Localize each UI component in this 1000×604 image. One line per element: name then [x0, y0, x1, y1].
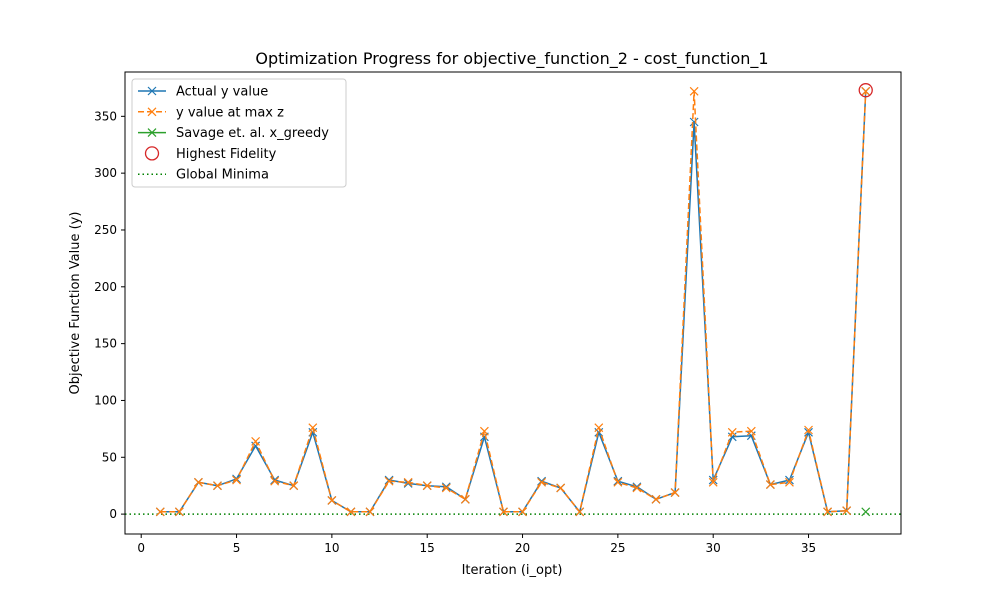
data-point [689, 117, 699, 127]
data-point [537, 476, 547, 486]
data-point [213, 481, 222, 491]
data-point [441, 483, 451, 493]
data-point [232, 475, 241, 485]
x-axis-label: Iteration (i_opt) [462, 563, 563, 578]
legend-marker [147, 86, 157, 96]
data-point [422, 481, 432, 491]
data-point [384, 475, 394, 485]
x-tick-label: 15 [420, 541, 435, 555]
x-tick-label: 10 [324, 541, 339, 555]
legend-item: Savage et. al. x_greedy [138, 126, 329, 141]
chart-title: Optimization Progress for objective_func… [255, 49, 768, 69]
y-axis-label: Objective Function Value (y) [68, 212, 83, 395]
y-tick-label: 150 [94, 337, 117, 351]
legend-item: Global Minima [138, 168, 269, 183]
data-point [785, 475, 794, 485]
series-line [160, 90, 867, 513]
legend-label: Savage et. al. x_greedy [176, 126, 329, 141]
highest-fidelity-point [858, 83, 873, 98]
data-point [861, 86, 871, 96]
x-tick-label: 25 [610, 541, 625, 555]
data-point [575, 507, 585, 517]
legend: Actual y value y value at max z Savage et.… [131, 78, 347, 188]
data-point [861, 507, 871, 517]
data-point [346, 507, 356, 517]
data-point [479, 426, 489, 436]
y-tick-label: 350 [94, 109, 117, 123]
legend-marker [147, 107, 157, 117]
series-1 [155, 86, 871, 517]
x-tick-label: 5 [233, 541, 241, 555]
data-point [842, 506, 852, 516]
data-point [174, 507, 184, 517]
data-point [613, 477, 623, 487]
y-tick-label: 0 [109, 507, 117, 521]
data-point [441, 482, 451, 492]
y-tick-label: 250 [94, 223, 117, 237]
data-point [327, 496, 337, 505]
data-point [270, 475, 280, 485]
y-tick-label: 100 [94, 393, 117, 407]
data-point [632, 483, 642, 493]
data-point [270, 476, 280, 486]
series-line [160, 91, 867, 513]
legend-item: y value at max z [138, 105, 284, 120]
data-point [499, 507, 508, 517]
legend-label: Actual y value [176, 85, 268, 100]
data-point [785, 477, 794, 487]
y-tick-label: 50 [102, 450, 117, 464]
data-point [689, 86, 699, 96]
legend-item: Highest Fidelity [144, 146, 277, 162]
legend-label: y value at max z [176, 105, 284, 120]
series-3 [858, 83, 873, 98]
data-point [308, 423, 318, 433]
data-point [556, 483, 566, 493]
series-2 [861, 507, 871, 517]
data-point [193, 477, 203, 487]
data-point [155, 507, 165, 517]
data-point [518, 507, 527, 517]
x-tick-label: 0 [137, 541, 145, 555]
data-point [365, 507, 375, 517]
data-point [251, 436, 261, 446]
data-point [746, 426, 756, 436]
legend-label: Highest Fidelity [176, 147, 277, 162]
y-tick-label: 200 [94, 280, 117, 294]
data-point [594, 423, 604, 433]
data-point [823, 507, 833, 517]
x-tick-label: 30 [706, 541, 721, 555]
legend-box [131, 78, 347, 188]
data-point [727, 427, 737, 437]
data-point [651, 494, 661, 504]
x-tick-label: 20 [515, 541, 530, 555]
legend-label: Global Minima [176, 168, 269, 183]
data-point [708, 477, 718, 487]
data-point [460, 494, 470, 504]
data-point [537, 477, 547, 487]
data-point [804, 425, 813, 435]
data-point [403, 477, 413, 487]
data-point [403, 479, 413, 488]
legend-marker [147, 128, 157, 138]
data-point [384, 476, 394, 486]
legend-item: Actual y value [138, 85, 268, 100]
data-point [289, 481, 299, 491]
data-point [765, 480, 775, 489]
data-point [670, 488, 680, 497]
plot-area-frame [124, 71, 902, 535]
x-tick-label: 35 [801, 541, 816, 555]
y-tick-label: 300 [94, 166, 117, 180]
